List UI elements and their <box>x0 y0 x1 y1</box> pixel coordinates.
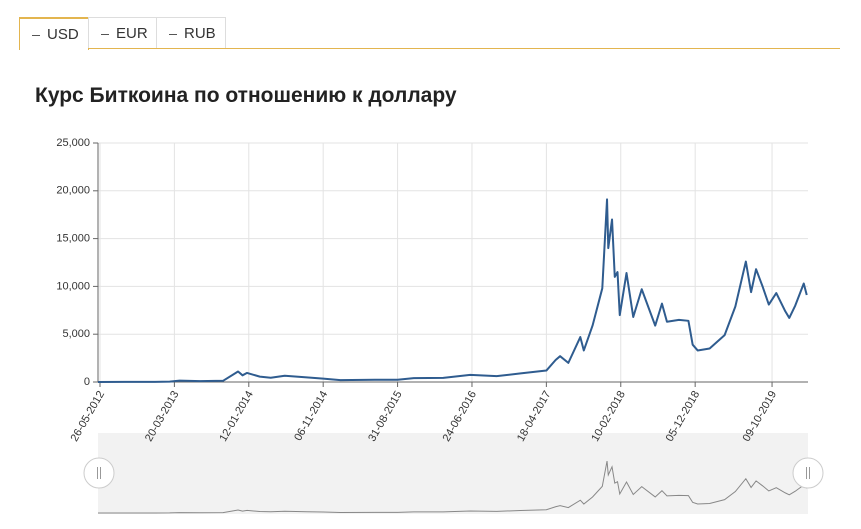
currency-tabs: USD EUR RUB <box>19 17 840 50</box>
tab-usd[interactable]: USD <box>19 17 89 50</box>
y-tick-label: 25,000 <box>56 137 90 149</box>
navigator-handle-right[interactable] <box>792 457 824 489</box>
y-tick-label: 20,000 <box>56 185 90 197</box>
handle[interactable] <box>792 457 824 489</box>
handle[interactable] <box>83 457 115 489</box>
navigator <box>97 460 808 514</box>
navigator-line <box>97 460 808 514</box>
tab-label: USD <box>47 26 79 43</box>
tab-eur[interactable]: EUR <box>88 17 157 48</box>
price-line <box>97 198 808 383</box>
tab-label: EUR <box>116 25 148 42</box>
tab-label: RUB <box>184 25 216 42</box>
navigator-handle-left[interactable] <box>83 457 115 489</box>
y-tick-label: 15,000 <box>56 233 90 245</box>
y-tick-label: 10,000 <box>56 280 90 292</box>
navigator-background <box>98 433 808 514</box>
tab-rub[interactable]: RUB <box>156 17 226 48</box>
y-tick-label: 5,000 <box>62 328 90 340</box>
chart-title: Курс Биткоина по отношению к доллару <box>35 84 457 107</box>
y-tick-label: 0 <box>84 376 90 388</box>
